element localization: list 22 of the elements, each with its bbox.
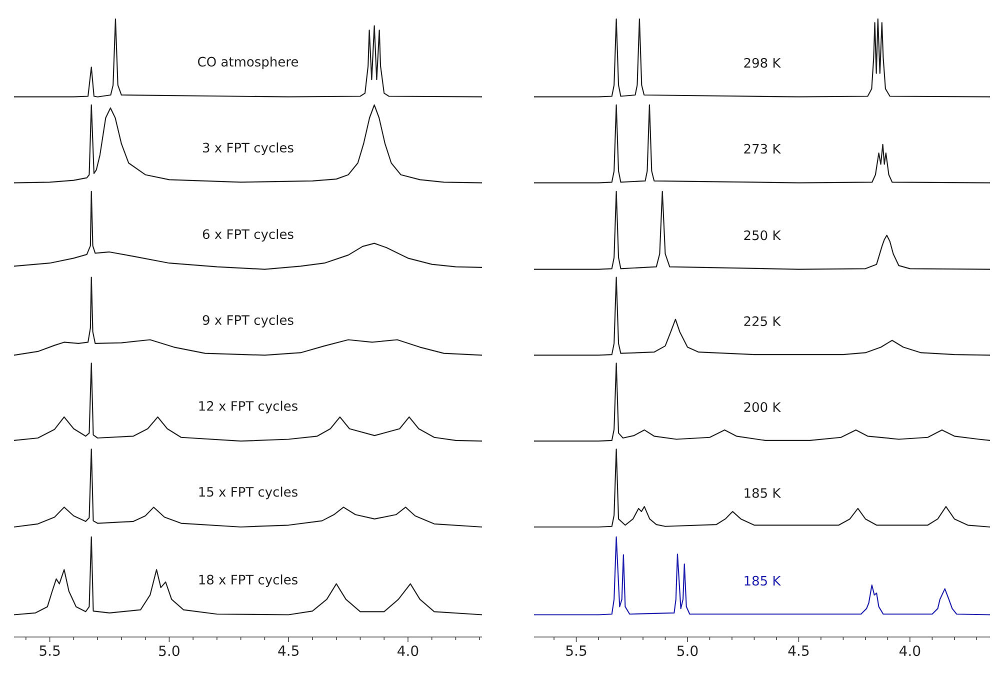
x-tick-label: 5.5	[40, 646, 60, 656]
x-tick-label: 4.5	[788, 646, 809, 656]
series-label: 200 K	[744, 402, 781, 412]
text: 225 K	[744, 316, 781, 326]
series-label: 185 K	[744, 488, 781, 498]
text: 250 K	[744, 230, 781, 240]
series-label: 12 x FPT cycles	[199, 400, 298, 414]
series-label: 6 x FPT cycles	[202, 228, 294, 242]
x-tick-label: 4.0	[899, 646, 920, 656]
x-tick-label: 5.5	[566, 646, 586, 656]
text: 273 K	[744, 144, 781, 154]
x-tick-label: 5.0	[159, 646, 180, 656]
text: 298 K	[744, 58, 781, 68]
x-tick-label: 4.5	[278, 646, 298, 656]
x-tick-label: 5.0	[677, 646, 698, 656]
series-label: 9 x FPT cycles	[202, 314, 294, 328]
series-label: 3 x FPT cycles	[202, 142, 294, 156]
text: 185 K	[744, 576, 781, 586]
x-tick-label: 4.0	[398, 646, 418, 656]
series-label: 18 x FPT cycles	[199, 574, 298, 588]
text: CO atmosphere	[198, 56, 298, 70]
series-label: 15 x FPT cycles	[199, 486, 298, 500]
